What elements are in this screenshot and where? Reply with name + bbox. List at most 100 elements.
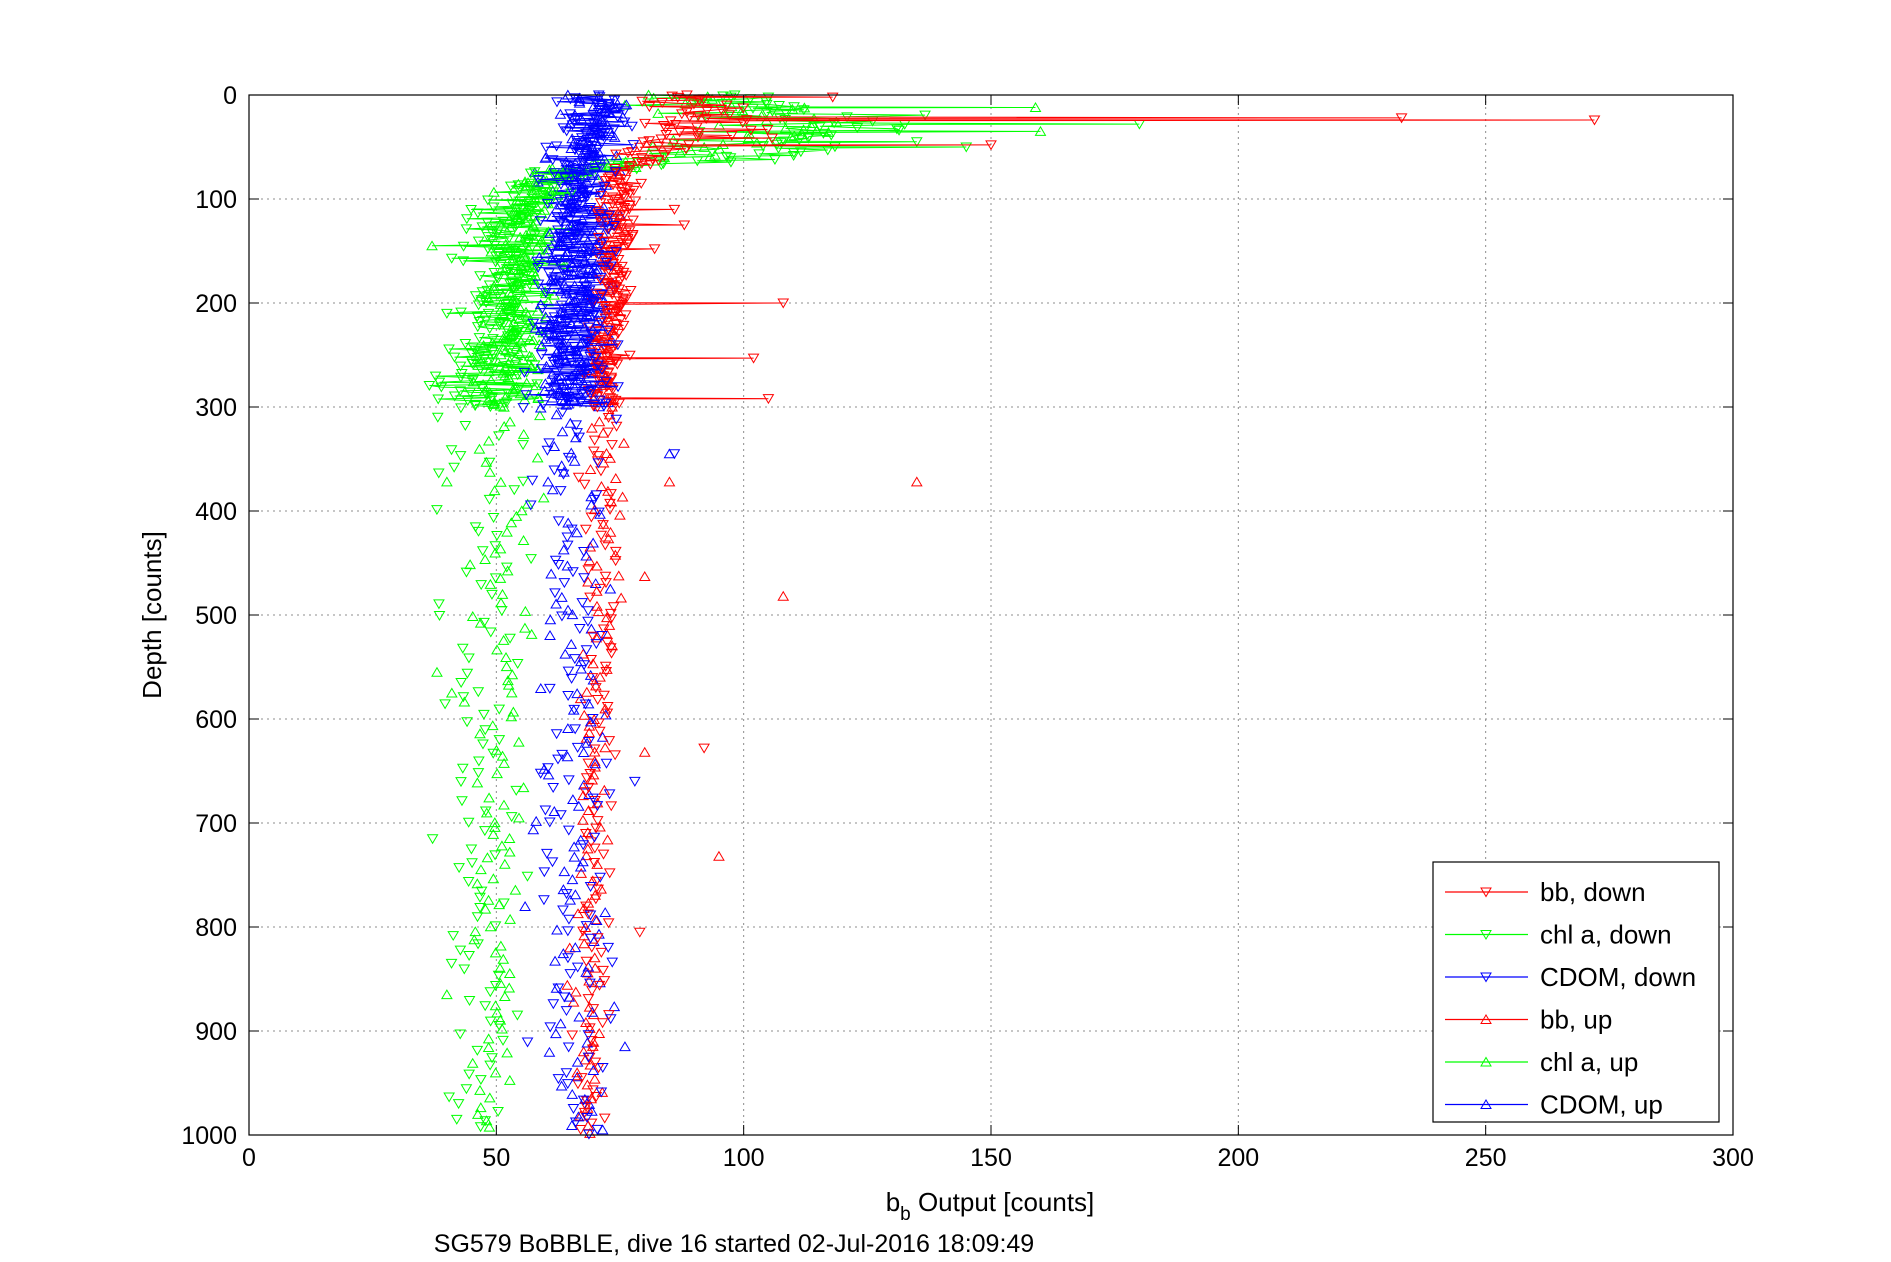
data-point [753,149,766,160]
data-point [529,278,541,289]
data-point [456,763,469,774]
data-point [488,817,501,828]
data-point [575,1073,588,1084]
data-point [440,989,453,1000]
data-point [490,744,503,755]
data-point [700,114,713,125]
data-point [498,398,511,409]
data-point [603,409,616,420]
data-point [460,567,473,578]
data-point [465,355,478,366]
data-point [493,248,505,259]
data-point [605,614,617,625]
data-point [603,789,616,800]
data-point [609,750,621,761]
data-point [505,812,518,823]
data-point [582,994,595,1005]
data-point [580,921,593,932]
data-point [593,92,606,103]
data-point [580,686,593,697]
data-point [567,207,580,218]
data-point [503,982,516,993]
data-point [658,152,671,163]
data-point [594,872,607,883]
data-point [595,466,607,477]
data-point [611,359,624,370]
data-point [564,894,577,905]
data-point [567,794,579,805]
data-point [577,1046,590,1057]
data-point [709,149,721,160]
data-point [577,926,589,937]
data-point [578,573,590,584]
data-point [539,288,552,299]
data-point [616,491,629,502]
series-bb-up [561,401,923,1138]
data-point [492,340,505,351]
data-point [623,200,636,211]
data-point [550,598,562,609]
data-point [571,267,584,278]
data-point [667,134,680,145]
data-point [747,103,759,114]
data-point [523,350,536,361]
data-point [598,401,610,412]
data-point [460,1084,473,1095]
data-point [481,285,494,296]
data-point [569,347,582,358]
data-point [574,834,587,845]
data-point [501,220,514,231]
data-point [618,106,631,117]
data-point [572,908,584,919]
data-point [584,592,596,603]
data-point [590,206,602,217]
data-point [478,354,491,365]
data-point [623,165,636,176]
data-point [513,185,526,196]
data-point [472,756,485,767]
data-point [628,776,641,787]
data-point [561,532,574,543]
data-point [580,287,593,297]
data-point [635,178,648,189]
data-point [490,272,503,283]
data-point [546,244,558,255]
data-point [505,277,518,288]
data-point [619,310,632,321]
data-point [570,135,583,146]
data-point [594,395,606,406]
data-point [578,902,590,913]
data-point [562,953,574,964]
data-point [542,763,554,774]
data-point [623,350,636,361]
data-point [429,371,442,382]
data-point [577,814,589,825]
data-point [604,1014,617,1025]
data-point [544,629,556,640]
data-point [482,1042,495,1053]
data-point [580,645,593,656]
data-point [500,661,513,672]
data-point [578,479,591,490]
data-point [585,942,598,953]
data-point [534,402,547,413]
data-point [526,475,539,486]
data-point [608,273,621,284]
data-point [589,578,602,589]
data-point [910,137,923,148]
data-point [589,113,602,124]
data-point [503,967,516,978]
data-point [509,884,522,895]
data-point [619,174,632,185]
data-point [588,125,600,136]
x-axis-label-sub: b [900,1204,911,1225]
data-point [566,260,579,271]
data-point [489,541,502,552]
data-point [521,871,534,882]
data-point [501,331,514,342]
data-point [480,298,493,308]
data-point [585,367,598,378]
data-point [610,414,623,425]
data-point [507,276,520,287]
data-point [541,445,554,456]
